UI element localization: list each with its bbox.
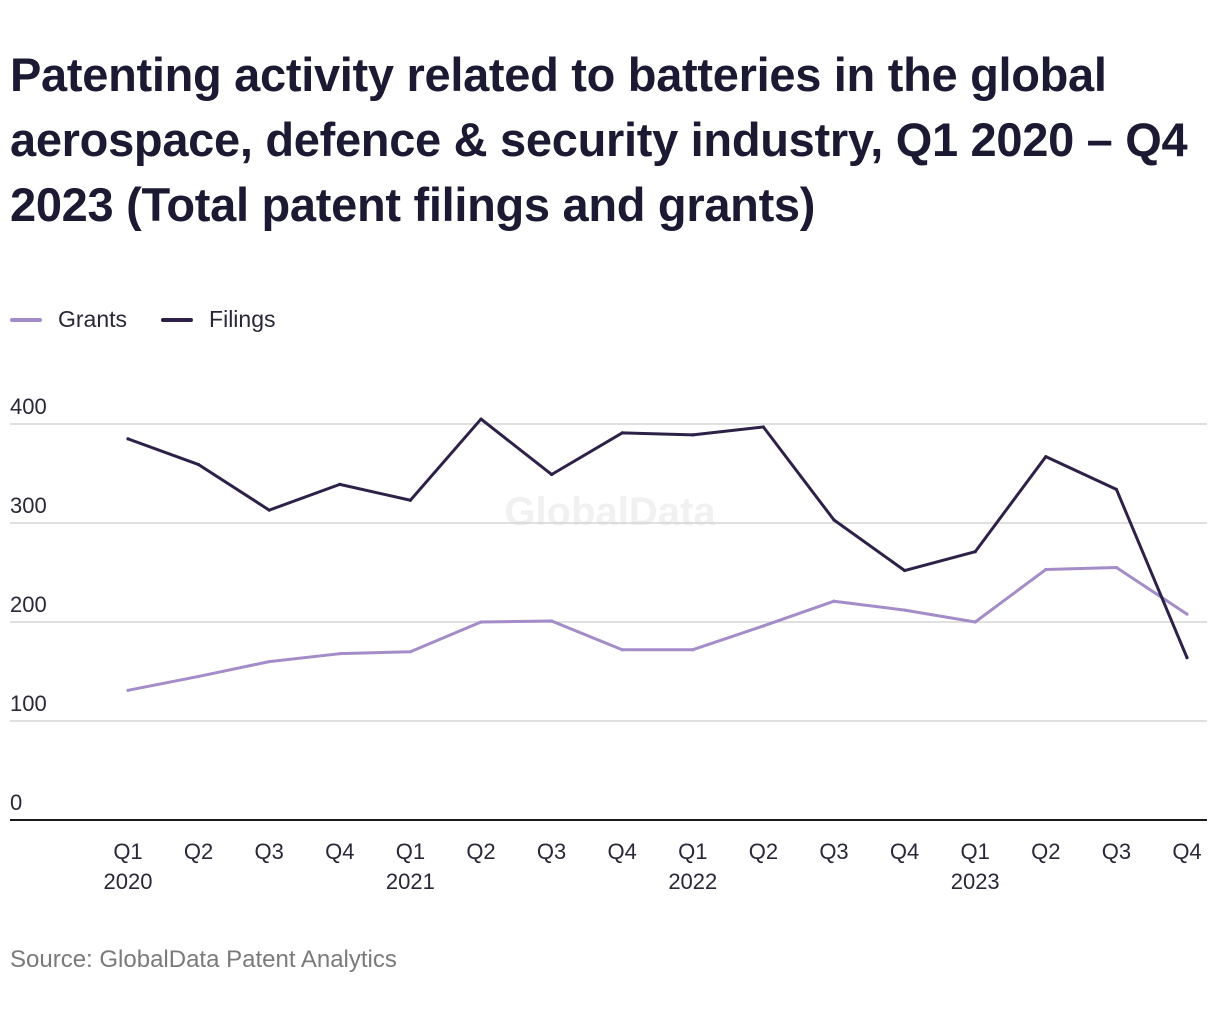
x-tick-label: Q3 <box>1102 839 1131 864</box>
data-point-grants <box>408 650 412 654</box>
legend-swatch-grants <box>10 317 42 322</box>
data-point-grants <box>761 624 766 628</box>
data-point-filings <box>550 472 554 477</box>
x-year-label: 2020 <box>104 869 153 894</box>
x-year-label: 2022 <box>668 869 717 894</box>
data-point-grants <box>126 688 130 692</box>
x-tick-label: Q2 <box>466 839 495 864</box>
data-point-filings <box>338 482 342 486</box>
data-point-filings <box>267 508 271 512</box>
x-tick-label: Q1 <box>113 839 142 864</box>
x-year-label: 2023 <box>951 869 1000 894</box>
data-point-filings <box>1044 455 1048 459</box>
data-point-grants <box>550 619 554 623</box>
data-point-grants <box>1185 612 1189 616</box>
data-point-grants <box>479 620 483 624</box>
x-tick-label: Q3 <box>819 839 848 864</box>
y-tick-label: 300 <box>10 493 47 518</box>
x-tick-label: Q2 <box>1031 839 1060 864</box>
data-point-grants <box>832 599 836 603</box>
data-point-filings <box>903 568 907 573</box>
x-tick-label: Q2 <box>184 839 213 864</box>
data-point-filings <box>1114 487 1118 491</box>
x-tick-label: Q2 <box>749 839 778 864</box>
x-tick-label: Q1 <box>961 839 990 864</box>
data-point-filings <box>973 550 977 554</box>
data-point-filings <box>126 437 130 441</box>
x-tick-label: Q3 <box>537 839 566 864</box>
legend-swatch-filings <box>161 317 194 322</box>
data-point-filings <box>620 431 624 435</box>
y-tick-label: 0 <box>10 790 22 815</box>
legend-item-grants: Grants <box>10 306 127 333</box>
x-tick-label: Q4 <box>1172 839 1201 864</box>
legend: Grants Filings <box>10 306 310 333</box>
data-point-grants <box>903 608 907 612</box>
data-point-grants <box>1044 567 1048 572</box>
data-point-grants <box>197 674 201 679</box>
data-point-filings <box>408 498 412 502</box>
watermark: GlobalData <box>504 490 716 534</box>
legend-label-grants: Grants <box>58 306 128 332</box>
data-point-filings <box>197 462 201 467</box>
x-tick-label: Q3 <box>255 839 284 864</box>
data-point-grants <box>338 652 342 656</box>
legend-item-filings: Filings <box>161 306 276 333</box>
y-tick-label: 400 <box>10 394 47 419</box>
series-line-filings <box>126 417 1189 660</box>
data-point-grants <box>973 620 977 624</box>
series-line-grants <box>126 566 1189 692</box>
x-tick-label: Q4 <box>890 839 919 864</box>
x-tick-label: Q1 <box>396 839 425 864</box>
x-tick-label: Q1 <box>678 839 707 864</box>
data-point-filings <box>1185 656 1189 660</box>
source-note: Source: GlobalData Patent Analytics <box>10 946 397 973</box>
data-point-grants <box>1114 565 1118 570</box>
data-point-filings <box>691 433 695 437</box>
data-point-grants <box>691 648 695 652</box>
data-point-filings <box>832 518 836 522</box>
data-point-filings <box>479 417 483 421</box>
line-chart: GlobalData 0 100 200 300 400 Q1 Q2 Q3 Q4 Q1 Q2 Q3 Q4 Q… <box>10 394 1207 894</box>
y-tick-label: 100 <box>10 691 47 716</box>
legend-label-filings: Filings <box>209 306 276 332</box>
data-point-grants <box>620 648 624 652</box>
y-tick-label: 200 <box>10 592 47 617</box>
x-tick-label: Q4 <box>608 839 637 864</box>
x-year-label: 2021 <box>386 869 435 894</box>
chart-title: Patenting activity related to batteries … <box>10 48 1188 231</box>
data-point-filings <box>761 425 766 429</box>
x-tick-label: Q4 <box>325 839 354 864</box>
data-point-grants <box>267 660 271 664</box>
